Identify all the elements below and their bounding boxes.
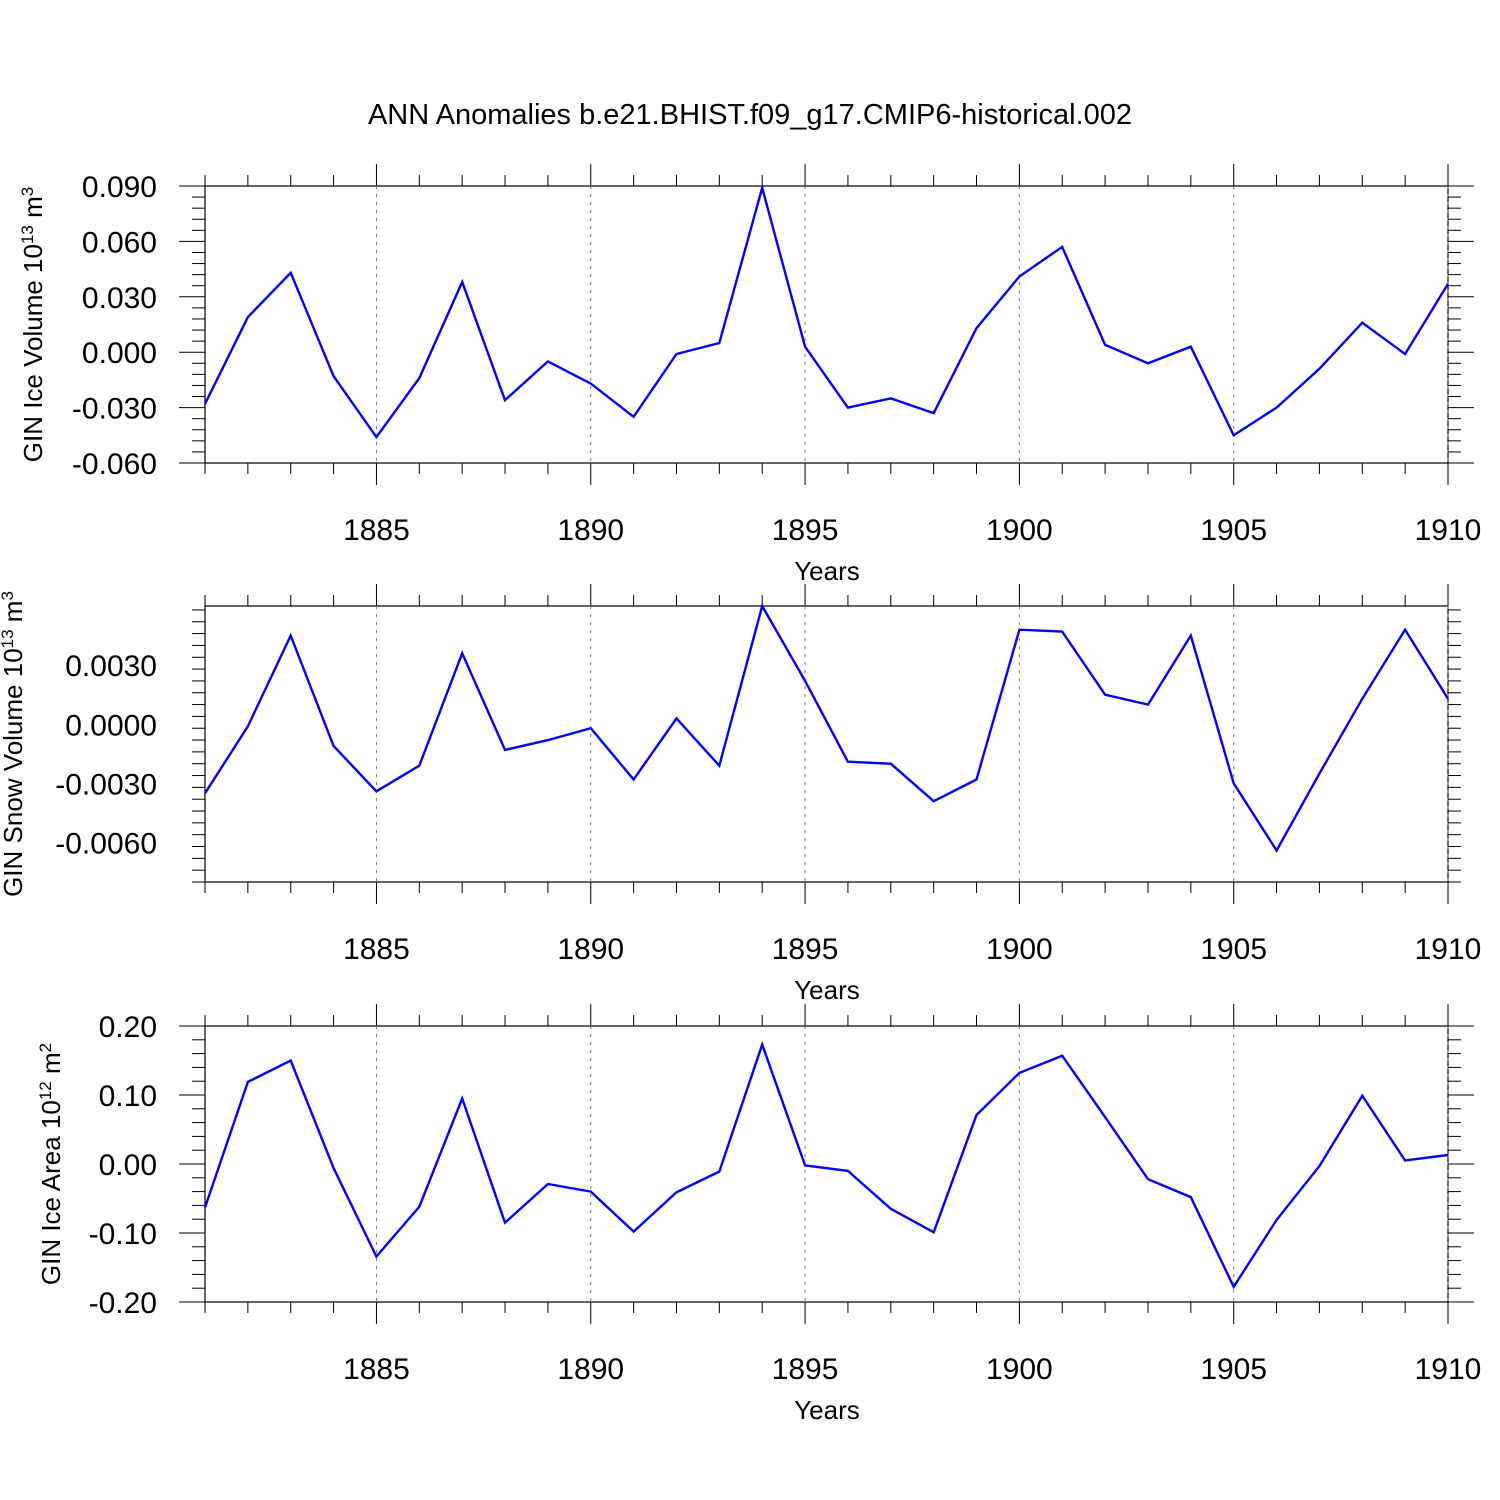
- y-tick-label: 0.00: [99, 1149, 157, 1182]
- x-tick-label: 1890: [557, 514, 624, 547]
- y-tick-label: 0.0030: [65, 650, 157, 683]
- x-tick-label: 1895: [772, 514, 839, 547]
- y-axis-label-superscript: 12: [36, 1081, 55, 1100]
- y-tick-label: -0.0060: [55, 828, 157, 861]
- series-line-1: [203, 183, 1450, 440]
- y-tick-label: 0.20: [99, 1011, 157, 1044]
- y-axis-label-superscript: 13: [18, 225, 37, 244]
- y-tick-label: -0.10: [89, 1218, 157, 1251]
- y-axis-label-superscript: 13: [0, 629, 17, 648]
- y-axis-label: GIN Ice Area 1012 m2: [36, 1043, 67, 1285]
- x-tick-label: 1900: [986, 1353, 1053, 1386]
- y-tick-label: 0.090: [82, 171, 157, 204]
- chart-panel-3: -0.20 -0.10 0.00 0.10 0.20 1885 1890 1895 1900 19…: [36, 1004, 1482, 1425]
- x-tick-label: 1910: [1415, 1353, 1482, 1386]
- x-axis-label: Years: [794, 975, 860, 1005]
- y-axis-label-superscript: 3: [0, 591, 17, 600]
- y-tick-label: 0.060: [82, 226, 157, 259]
- x-tick-label: 1890: [557, 933, 624, 966]
- y-axis-label-superscript: 3: [18, 187, 37, 196]
- figure-title: ANN Anomalies b.e21.BHIST.f09_g17.CMIP6-…: [368, 99, 1132, 131]
- y-tick-label: 0.10: [99, 1080, 157, 1113]
- x-tick-label: 1910: [1415, 933, 1482, 966]
- x-axis-label: Years: [794, 1395, 860, 1425]
- y-axis-label-part: m: [0, 601, 28, 630]
- x-tick-label: 1885: [343, 514, 410, 547]
- x-tick-label: 1900: [986, 933, 1053, 966]
- x-tick-label: 1895: [772, 933, 839, 966]
- y-axis-label-part: GIN Ice Area 10: [36, 1100, 66, 1285]
- x-tick-label: 1905: [1200, 514, 1267, 547]
- y-tick-label: -0.030: [72, 393, 157, 426]
- y-axis-label-superscript: 2: [36, 1043, 55, 1052]
- y-tick-label: 0.000: [82, 337, 157, 370]
- y-axis-label: GIN Snow Volume 1013 m3: [0, 591, 28, 897]
- y-tick-label: -0.20: [89, 1287, 157, 1320]
- x-tick-label: 1885: [343, 1353, 410, 1386]
- y-tick-label: 0.030: [82, 282, 157, 315]
- x-tick-label: 1910: [1415, 514, 1482, 547]
- series-line-1: [203, 1040, 1449, 1290]
- x-tick-label: 1905: [1200, 1353, 1267, 1386]
- chart-panel-2: -0.0060 -0.0030 0.0000 0.0030 1885 1890 1895 19…: [0, 584, 1481, 1005]
- x-axis-label: Years: [794, 556, 860, 586]
- x-tick-label: 1890: [557, 1353, 624, 1386]
- chart-panel-1: -0.060 -0.030 0.000 0.030 0.060 0.090 1885 1890…: [18, 164, 1482, 586]
- y-axis-label-part: GIN Ice Volume 10: [18, 244, 48, 462]
- x-tick-label: 1895: [772, 1353, 839, 1386]
- y-tick-label: -0.0030: [55, 768, 157, 801]
- panels: -0.060 -0.030 0.000 0.030 0.060 0.090 1885 1890…: [0, 164, 1481, 1425]
- x-tick-label: 1905: [1200, 933, 1267, 966]
- series-line-1: [203, 602, 1450, 853]
- y-axis-label-part: GIN Snow Volume 10: [0, 648, 28, 897]
- y-axis-label-part: m: [18, 196, 48, 225]
- y-axis-label: GIN Ice Volume 1013 m3: [18, 187, 49, 463]
- x-tick-label: 1885: [343, 933, 410, 966]
- y-tick-label: 0.0000: [65, 709, 157, 742]
- y-tick-label: -0.060: [72, 448, 157, 481]
- x-tick-label: 1900: [986, 514, 1053, 547]
- y-axis-label-part: m: [36, 1052, 66, 1081]
